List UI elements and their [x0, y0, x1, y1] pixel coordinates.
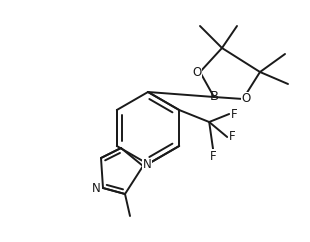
Text: F: F — [229, 130, 236, 144]
Text: O: O — [241, 92, 250, 106]
Text: F: F — [231, 107, 237, 121]
Text: N: N — [143, 159, 151, 172]
Text: F: F — [210, 150, 216, 162]
Text: O: O — [193, 66, 202, 78]
Text: B: B — [210, 91, 219, 104]
Text: N: N — [92, 182, 100, 196]
